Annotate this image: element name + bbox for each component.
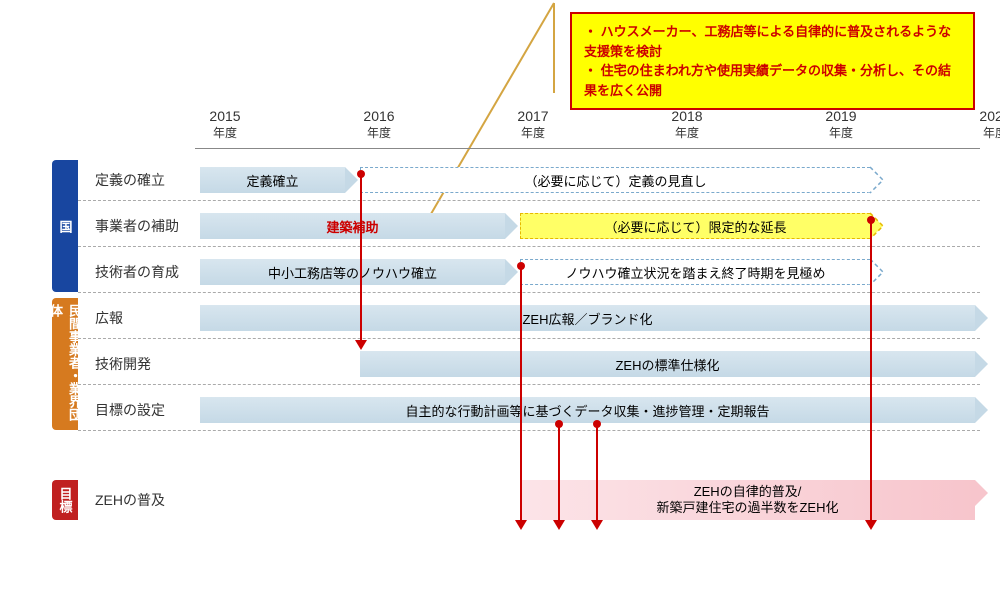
timeline-bar: （必要に応じて）限定的な延長 xyxy=(520,213,870,239)
timeline-bar: 自主的な行動計画等に基づくデータ収集・進捗管理・定期報告 xyxy=(200,397,975,423)
flow-arrow-down xyxy=(596,424,598,522)
timeline-row: 広報ZEH広報／ブランド化 xyxy=(0,298,1000,338)
row-label: 目標の設定 xyxy=(95,400,195,420)
leader-line xyxy=(553,3,555,93)
year-label: 2018年度 xyxy=(657,108,717,141)
roadmap-chart: ハウスメーカー、工務店等による自律的に普及されるような支援策を検討住宅の住まわれ… xyxy=(0,0,1000,615)
year-label: 2016年度 xyxy=(349,108,409,141)
row-label: 技術者の育成 xyxy=(95,262,195,282)
timeline-bar: ノウハウ確立状況を踏まえ終了時期を見極め xyxy=(520,259,870,285)
timeline-bar: ZEHの標準仕様化 xyxy=(360,351,975,377)
year-label: 2020年度 xyxy=(965,108,1000,141)
flow-arrow-down xyxy=(360,174,362,342)
row-separator xyxy=(78,430,980,431)
flow-arrow-down xyxy=(520,266,522,522)
flow-arrow-down xyxy=(870,220,872,522)
row-separator xyxy=(78,246,980,247)
callout-item: ハウスメーカー、工務店等による自律的に普及されるような支援策を検討 xyxy=(584,22,961,61)
timeline-bar: 定義確立 xyxy=(200,167,345,193)
row-separator xyxy=(78,384,980,385)
timeline-row: 技術者の育成中小工務店等のノウハウ確立ノウハウ確立状況を踏まえ終了時期を見極め xyxy=(0,252,1000,292)
timeline-row: ZEHの普及 ZEHの自律的普及/新築戸建住宅の過半数をZEH化 xyxy=(0,480,1000,520)
year-label: 2015年度 xyxy=(195,108,255,141)
timeline-row: 定義の確立定義確立 （必要に応じて）定義の見直し xyxy=(0,160,1000,200)
year-label: 2019年度 xyxy=(811,108,871,141)
row-label: 広報 xyxy=(95,308,195,328)
year-label: 2017年度 xyxy=(503,108,563,141)
timeline-row: 事業者の補助建築補助 （必要に応じて）限定的な延長 xyxy=(0,206,1000,246)
timeline-row: 技術開発 ZEHの標準仕様化 xyxy=(0,344,1000,384)
row-label: 事業者の補助 xyxy=(95,216,195,236)
row-label: 定義の確立 xyxy=(95,170,195,190)
timeline-bar: ZEHの自律的普及/新築戸建住宅の過半数をZEH化 xyxy=(520,480,975,520)
timeline-row: 目標の設定自主的な行動計画等に基づくデータ収集・進捗管理・定期報告 xyxy=(0,390,1000,430)
row-label: 技術開発 xyxy=(95,354,195,374)
timeline-bar: ZEH広報／ブランド化 xyxy=(200,305,975,331)
callout-box: ハウスメーカー、工務店等による自律的に普及されるような支援策を検討住宅の住まわれ… xyxy=(570,12,975,110)
row-separator xyxy=(78,200,980,201)
timeline-bar: 建築補助 xyxy=(200,213,505,239)
row-separator xyxy=(78,292,980,293)
flow-arrow-down xyxy=(558,424,560,522)
timeline-bar: 中小工務店等のノウハウ確立 xyxy=(200,259,505,285)
timeline-axis-h xyxy=(195,148,980,149)
timeline-bar: （必要に応じて）定義の見直し xyxy=(360,167,870,193)
row-separator xyxy=(78,338,980,339)
callout-item: 住宅の住まわれ方や使用実績データの収集・分析し、その結果を広く公開 xyxy=(584,61,961,100)
row-label: ZEHの普及 xyxy=(95,490,195,510)
